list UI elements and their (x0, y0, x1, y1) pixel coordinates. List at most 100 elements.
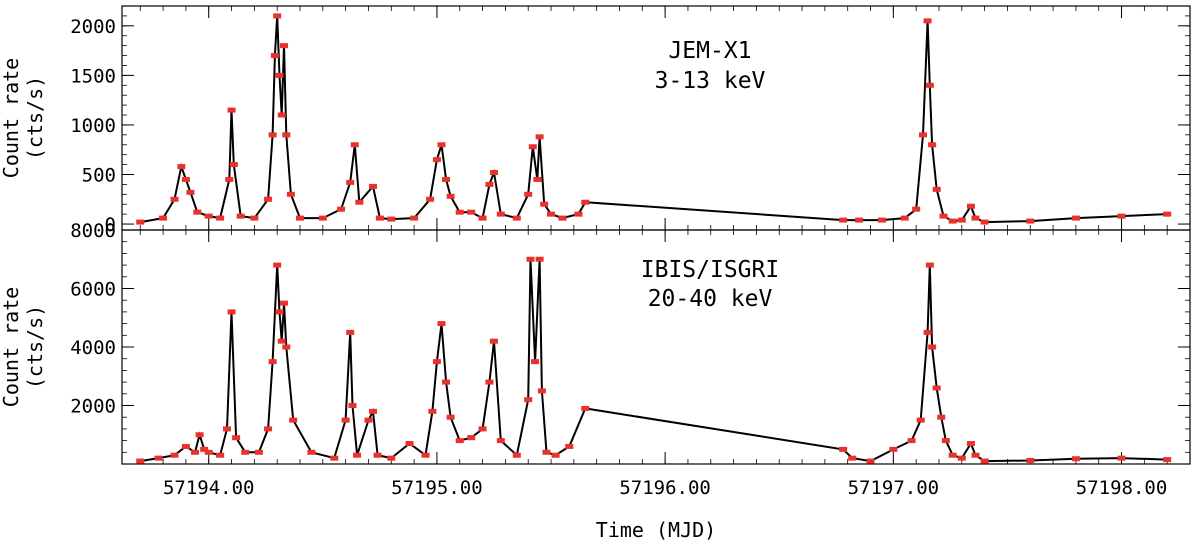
isgri-x-ticks: 57194.00 57195.00 57196.00 57197.00 57198.00 (163, 230, 1167, 499)
isgri-data-point (455, 438, 464, 444)
isgri-data-point (980, 458, 989, 464)
jemx-data-point (286, 191, 295, 197)
isgri-data-point (446, 414, 455, 420)
jemx-data-point (410, 215, 419, 221)
jemx-ytick-label: 1000 (70, 115, 116, 137)
jemx-data-point (980, 219, 989, 225)
jemx-minor-ticks (122, 5, 1191, 230)
x-tick-label: 57196.00 (619, 477, 711, 499)
isgri-data-point (268, 359, 277, 365)
jemx-panel: 0 500 1000 1500 2000 JEM-X1 3-13 keV Count r… (0, 5, 1191, 236)
isgri-data-point (535, 256, 544, 262)
jemx-data-point (925, 82, 934, 88)
jemx-data-point (1117, 213, 1126, 219)
jemx-ytick-label: 2000 (70, 16, 116, 38)
jemx-data-point (1163, 211, 1172, 217)
isgri-data-point (581, 405, 590, 411)
isgri-data-point (170, 452, 179, 458)
jemx-data-point (948, 218, 957, 224)
x-tick-label: 57194.00 (163, 477, 255, 499)
jemx-data-point (273, 13, 282, 19)
jemx-data-point (346, 179, 355, 185)
isgri-data-point (512, 452, 521, 458)
x-tick-label: 57195.00 (391, 477, 483, 499)
isgri-data-point (254, 449, 263, 455)
isgri-ytick-label: 4000 (70, 337, 116, 359)
jemx-data-point (227, 107, 236, 113)
isgri-data-point (191, 449, 200, 455)
jemx-data-point (442, 176, 451, 182)
jemx-data-point (574, 211, 583, 217)
jemx-data-point (540, 201, 549, 207)
jemx-data-point (337, 206, 346, 212)
jemx-data-point (912, 206, 921, 212)
jemx-data-point (455, 209, 464, 215)
isgri-data-point (330, 455, 339, 461)
jemx-data-point (277, 112, 286, 118)
jemx-data-point (264, 196, 273, 202)
isgri-data-point (957, 455, 966, 461)
isgri-data-point (1163, 457, 1172, 463)
isgri-data-point (932, 385, 941, 391)
jemx-data-point (496, 211, 505, 217)
isgri-ytick-label: 2000 (70, 396, 116, 418)
isgri-annotation-instrument: IBIS/ISGRI (641, 257, 779, 283)
isgri-data-point (421, 452, 430, 458)
isgri-data-point (971, 452, 980, 458)
isgri-data-point (1117, 455, 1126, 461)
isgri-data-point (526, 256, 535, 262)
jemx-data-point (512, 215, 521, 221)
isgri-data-point (485, 379, 494, 385)
isgri-data-point (524, 397, 533, 403)
isgri-data-point (136, 458, 145, 464)
isgri-data-point (346, 329, 355, 335)
jemx-data-points (136, 13, 1172, 225)
isgri-data-point (925, 262, 934, 268)
isgri-data-point (227, 309, 236, 315)
jemx-data-point (170, 196, 179, 202)
jemx-data-point (426, 196, 435, 202)
isgri-data-point (387, 455, 396, 461)
jemx-data-point (369, 183, 378, 189)
isgri-data-point (341, 417, 350, 423)
isgri-data-point (928, 344, 937, 350)
jemx-data-point (350, 142, 359, 148)
isgri-data-point (282, 344, 291, 350)
isgri-data-point (866, 458, 875, 464)
isgri-data-point (204, 449, 213, 455)
isgri-data-point (442, 379, 451, 385)
isgri-data-point (289, 417, 298, 423)
isgri-data-point (195, 432, 204, 438)
isgri-data-point (181, 443, 190, 449)
isgri-data-point (889, 446, 898, 452)
isgri-data-point (154, 455, 163, 461)
jemx-x-ticks (208, 6, 1123, 230)
isgri-data-point (373, 452, 382, 458)
isgri-data-point (551, 452, 560, 458)
jemx-data-point (318, 215, 327, 221)
jemx-data-point (270, 53, 279, 59)
isgri-panel: 2000 4000 6000 8000 57194.00 57195.00 57196.0… (0, 220, 1191, 542)
isgri-data-point (1026, 457, 1035, 463)
isgri-series-line (140, 259, 1168, 463)
jemx-data-point (581, 199, 590, 205)
x-tick-label: 57197.00 (848, 477, 940, 499)
jemx-data-point (923, 18, 932, 24)
isgri-data-point (966, 441, 975, 447)
jemx-data-point (268, 132, 277, 138)
jemx-data-point (186, 189, 195, 195)
jemx-data-point (296, 215, 304, 221)
isgri-data-point (307, 449, 316, 455)
isgri-yunit: (cts/s) (23, 305, 47, 389)
isgri-data-point (489, 338, 498, 344)
jemx-data-point (971, 215, 980, 221)
jemx-data-point (928, 142, 937, 148)
jemx-data-point (250, 215, 259, 221)
isgri-data-point (478, 426, 487, 432)
jemx-data-point (280, 43, 289, 49)
jemx-yunit: (cts/s) (23, 76, 47, 160)
jemx-data-point (839, 217, 848, 223)
jemx-ytick-label: 0 (105, 214, 116, 236)
isgri-data-point (405, 441, 414, 447)
